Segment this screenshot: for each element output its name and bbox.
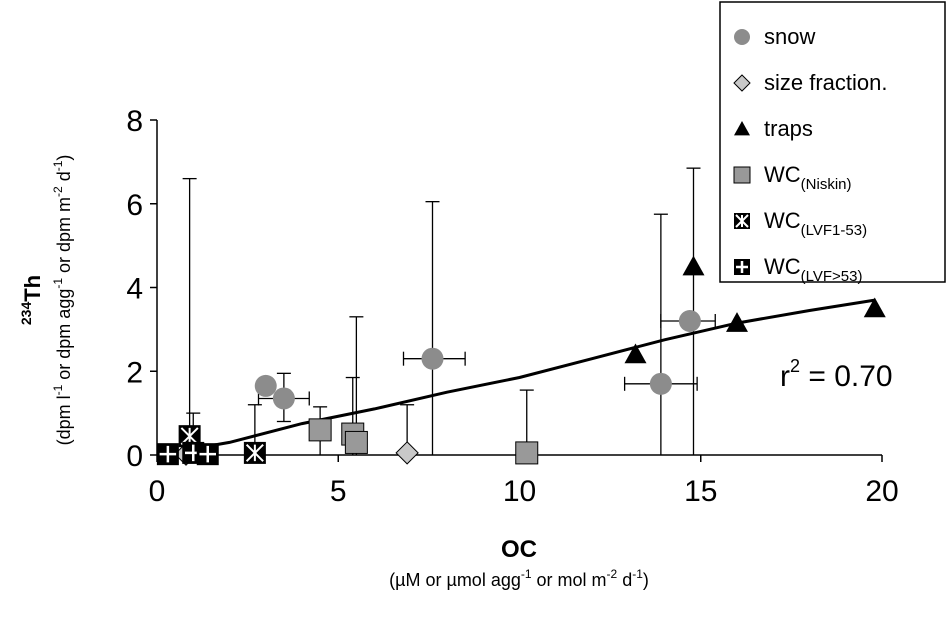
data-point-asterisk-square (243, 441, 266, 464)
r2-r: r (780, 360, 790, 393)
marker-asterisk (180, 427, 199, 446)
y-label-main: Th (20, 275, 45, 302)
legend-label-subscript: (LVF>53) (801, 268, 863, 285)
r2-value: = 0.70 (800, 360, 893, 393)
y-tick-label: 6 (126, 189, 143, 222)
regression-line (156, 298, 876, 457)
data-point-cross-square (156, 443, 179, 466)
x-axis-label: OC (501, 536, 537, 563)
y-axis-unit: (dpm l-1 or dpm agg-1 or dpm m-2 d-1) (51, 155, 74, 446)
legend-marker-asterisk-square (734, 213, 750, 229)
x-unit-sup2: -2 (607, 567, 618, 581)
y-tick-label: 2 (126, 356, 143, 389)
legend-marker-square (733, 166, 751, 184)
x-unit-post: ) (643, 570, 649, 590)
x-unit-sup1: -1 (521, 567, 532, 581)
marker-asterisk (245, 443, 264, 462)
x-tick-label: 5 (330, 475, 347, 508)
data-point-asterisk-square (178, 425, 201, 448)
x-unit-pre: (µM or µmol agg (389, 570, 521, 590)
legend-label: WC(LVF>53) (764, 254, 863, 285)
marker-cross (159, 445, 177, 463)
data-point-circle (421, 347, 444, 370)
data-point-triangle (726, 312, 748, 332)
ticks: 0 2 4 6 8 0 5 10 15 20 (126, 105, 898, 508)
y-label-sup: 234 (18, 302, 34, 326)
y-unit-s2: -1 (51, 278, 65, 289)
error-bars (182, 167, 716, 455)
r-squared-annotation: r2 = 0.70 (780, 356, 893, 393)
y-unit-s3: -2 (51, 186, 65, 197)
data-point-square (308, 418, 332, 442)
y-unit-p4: d (54, 171, 74, 186)
legend-label: snow (764, 24, 815, 49)
legend-label-name: WC (764, 254, 801, 279)
y-tick-label: 4 (126, 273, 143, 306)
legend-marker-diamond (733, 74, 751, 92)
legend-label-subscript: (LVF1-53) (801, 222, 867, 239)
x-unit-sup3: -1 (632, 567, 643, 581)
legend-label-subscript: (Niskin) (801, 176, 852, 193)
y-tick-label: 0 (126, 440, 143, 473)
legend-box (719, 1, 946, 283)
x-axis-unit: (µM or µmol agg-1 or mol m-2 d-1) (389, 567, 649, 590)
legend-marker-cross-square (734, 259, 750, 275)
legend-marker-circle (734, 29, 750, 45)
y-axis-label: 234Th (18, 275, 45, 325)
legend-label: traps (764, 116, 813, 141)
y-unit-s4: -1 (51, 160, 65, 171)
x-tick-label: 20 (865, 475, 898, 508)
data-point-triangle (624, 343, 647, 364)
marker-cross (199, 445, 216, 463)
x-tick-label: 0 (149, 475, 166, 508)
legend-label: WC(Niskin) (764, 162, 852, 193)
legend-label: WC(LVF1-53) (764, 208, 867, 239)
marker-asterisk (735, 214, 749, 228)
data-point-diamond (395, 441, 419, 465)
data-point-circle (272, 387, 295, 410)
data-point-square (344, 430, 368, 454)
x-tick-label: 15 (684, 475, 717, 508)
y-unit-p5: ) (54, 155, 74, 161)
r2-sup: 2 (790, 356, 800, 376)
legend-label-name: snow (764, 24, 815, 49)
legend-label-name: WC (764, 208, 801, 233)
data-point-circle (678, 310, 701, 332)
legend-marker-triangle (734, 121, 750, 136)
data-point-triangle (682, 255, 705, 276)
data-point-cross-square (196, 443, 219, 466)
fit-line (156, 298, 876, 457)
x-tick-label: 10 (503, 475, 536, 508)
legend-label-name: size fraction. (764, 70, 888, 95)
y-tick-label: 8 (126, 105, 143, 138)
x-unit-mid: or mol m (532, 570, 607, 590)
y-unit-p1: (dpm l (54, 395, 74, 445)
data-point-circle (649, 372, 672, 395)
data-point-circle (254, 374, 277, 397)
y-unit-p2: or dpm agg (54, 289, 74, 385)
y-unit-p3: or dpm m (54, 197, 74, 278)
y-axis-title-group: 234Th (dpm l-1 or dpm agg-1 or dpm m-2 d… (18, 155, 74, 446)
legend-label-name: traps (764, 116, 813, 141)
legend-label-name: WC (764, 162, 801, 187)
data-points (156, 255, 886, 466)
y-unit-s1: -1 (51, 384, 65, 395)
marker-cross (736, 261, 748, 273)
x-unit-mid2: d (617, 570, 632, 590)
legend-label: size fraction. (764, 70, 888, 95)
data-point-square (515, 441, 539, 465)
data-point-triangle (863, 297, 886, 318)
